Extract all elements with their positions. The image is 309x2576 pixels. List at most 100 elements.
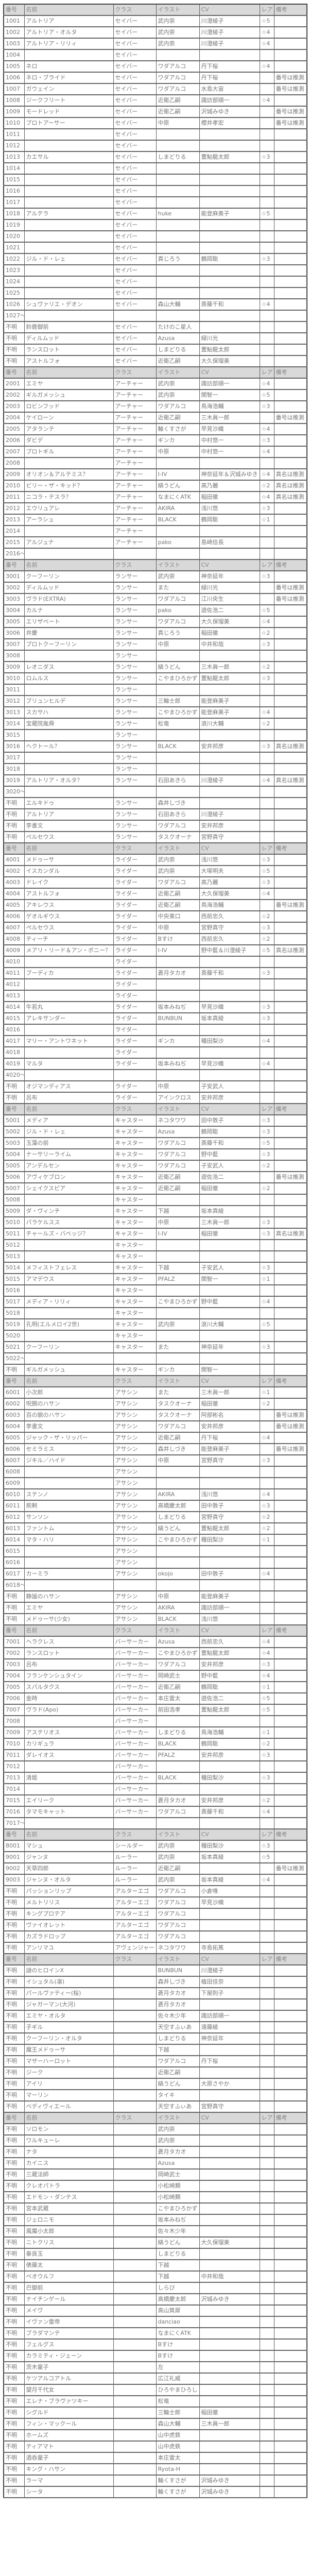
cell-class [113, 2270, 157, 2283]
cell-number: 3008 [3, 650, 25, 662]
cell-name: ネロ・ブライド [24, 72, 114, 84]
cell-class: セイバー [113, 321, 157, 333]
cell-illustrator: 岡崎武士 [156, 1670, 200, 1682]
cell-rarity [259, 650, 274, 662]
table-row: 4004 アストルフォ ライダー 近衛乙嗣 大久保瑠美 ☆4 [3, 888, 307, 900]
table-row: 不明 オジマンディアス ライダー 中原 子安武人 [3, 1080, 307, 1093]
cell-rarity: ☆3 [259, 1114, 274, 1127]
cell-name: セミラミス [24, 1443, 114, 1455]
cell-cv [199, 1477, 260, 1489]
cell-illustrator: ネコタワワ [156, 1114, 200, 1127]
table-row: 1016 セイバー [3, 185, 307, 197]
cell-number: 不明 [3, 2361, 25, 2374]
cell-class [113, 2475, 157, 2487]
cell-illustrator: ワダアルコ [156, 1420, 200, 1433]
cell-note [273, 548, 307, 560]
table-row: 不明 フィン・マックール 森山大輔 三木眞一郎 [3, 2418, 307, 2430]
cell-number: 4014 [3, 1001, 25, 1013]
cell-class: ライダー [113, 1012, 157, 1025]
cell-cv: 川澄綾子 [199, 26, 260, 39]
cell-rarity [259, 2259, 274, 2272]
header-number: 番号 [3, 1953, 25, 1965]
cell-number: 3014 [3, 718, 25, 730]
table-row: 不明 パールヴァティー(桜) 蒼月タカオ 下屋則子 [3, 1987, 307, 1999]
cell-rarity: ☆2 [259, 933, 274, 945]
cell-illustrator: タスクオーナ [156, 1398, 200, 1410]
cell-illustrator [156, 684, 200, 696]
cell-name: 李書文 [24, 820, 114, 832]
cell-rarity [259, 2168, 274, 2181]
cell-cv [199, 1817, 260, 1829]
table-row: 7009 アステリオス バーサーカー しまどりる 鳥海浩輔 ☆1 [3, 1726, 307, 1739]
cell-name: 荊軻 [24, 1500, 114, 1512]
cell-class: セイバー [113, 140, 157, 152]
cell-name: 牛若丸 [24, 1001, 114, 1013]
cell-cv: 浅川悠 [199, 1488, 260, 1501]
cell-note [273, 94, 307, 107]
cell-note [273, 1726, 307, 1739]
cell-number: 7013 [3, 1772, 25, 1784]
cell-class [113, 2452, 157, 2464]
cell-cv: 能登麻美子 [199, 1590, 260, 1603]
cell-class: セイバー [113, 264, 157, 277]
cell-number: 不明 [3, 1613, 25, 1625]
cell-note [273, 831, 307, 843]
cell-note [273, 1500, 307, 1512]
cell-name: スパルタクス [24, 1681, 114, 1693]
header-illustrator: イラスト [156, 842, 200, 855]
cell-note [273, 185, 307, 197]
cell-rarity [259, 1239, 274, 1251]
cell-rarity [259, 162, 274, 175]
cell-illustrator [156, 1307, 200, 1319]
cell-number: 4017 [3, 1035, 25, 1047]
cell-number: 6009 [3, 1477, 25, 1489]
header-row: 番号 名前 クラス イラスト CV レア 備考 [3, 1103, 307, 1115]
cell-number: 5021 [3, 1341, 25, 1353]
cell-name [24, 1817, 114, 1829]
cell-note [273, 2021, 307, 2033]
cell-cv: 神奈延年＆沢城みゆき [199, 468, 260, 481]
table-row: 1026 シュヴァリエ・デオン セイバー 森山大輔 斎藤千和 ☆4 [3, 298, 307, 311]
table-row: 5014 メフィストフェレス キャスター 下越 子安武人 ☆3 [3, 1262, 307, 1274]
cell-class: セイバー [113, 219, 157, 231]
cell-class: キャスター [113, 1137, 157, 1149]
cell-illustrator: 左 [156, 2361, 200, 2374]
cell-illustrator: ワダアルコ [156, 1908, 200, 1920]
cell-class: ランサー [113, 604, 157, 617]
cell-name: ジャック・ザ・リッパー [24, 1432, 114, 1444]
cell-cv: 浅川悠 [199, 854, 260, 866]
cell-cv [199, 174, 260, 186]
cell-number: 7002 [3, 1647, 25, 1659]
cell-name: ジークフリート [24, 94, 114, 107]
table-row: 1006 ネロ・ブライド セイバー ワダアルコ 丹下桜 番号は推測 [3, 72, 307, 84]
header-cv: CV [199, 1953, 260, 1965]
cell-class: ライダー [113, 854, 157, 866]
table-row: 2008 アーチャー [3, 457, 307, 469]
cell-class: キャスター [113, 1318, 157, 1331]
cell-name: フェルグス [24, 2338, 114, 2351]
cell-cv: 坂本真綾 [199, 1874, 260, 1886]
cell-class: セイバー [113, 38, 157, 50]
cell-class: ランサー [113, 672, 157, 685]
cell-class: ランサー [113, 820, 157, 832]
cell-class: アサシン [113, 1545, 157, 1557]
cell-name [24, 1715, 114, 1727]
cell-number: 3001 [3, 570, 25, 583]
cell-number: 2012 [3, 502, 25, 515]
cell-illustrator: しまどりる [156, 2248, 200, 2260]
cell-cv [199, 2361, 260, 2374]
cell-number: 7008 [3, 1715, 25, 1727]
cell-number: 6011 [3, 1500, 25, 1512]
header-number: 番号 [3, 1828, 25, 1841]
cell-rarity [259, 1069, 274, 1081]
cell-class: アーチャー [113, 378, 157, 390]
header-class: クラス [113, 1375, 157, 1387]
cell-number: 5022～ [3, 1352, 25, 1365]
cell-illustrator: ワダアルコ [156, 876, 200, 889]
cell-note: 番号は推測 [273, 1443, 307, 1455]
cell-class [113, 2293, 157, 2306]
cell-class: アサシン [113, 1398, 157, 1410]
cell-cv: 沢城みゆき [199, 106, 260, 118]
cell-rarity [259, 1250, 274, 1263]
cell-note [273, 2044, 307, 2056]
